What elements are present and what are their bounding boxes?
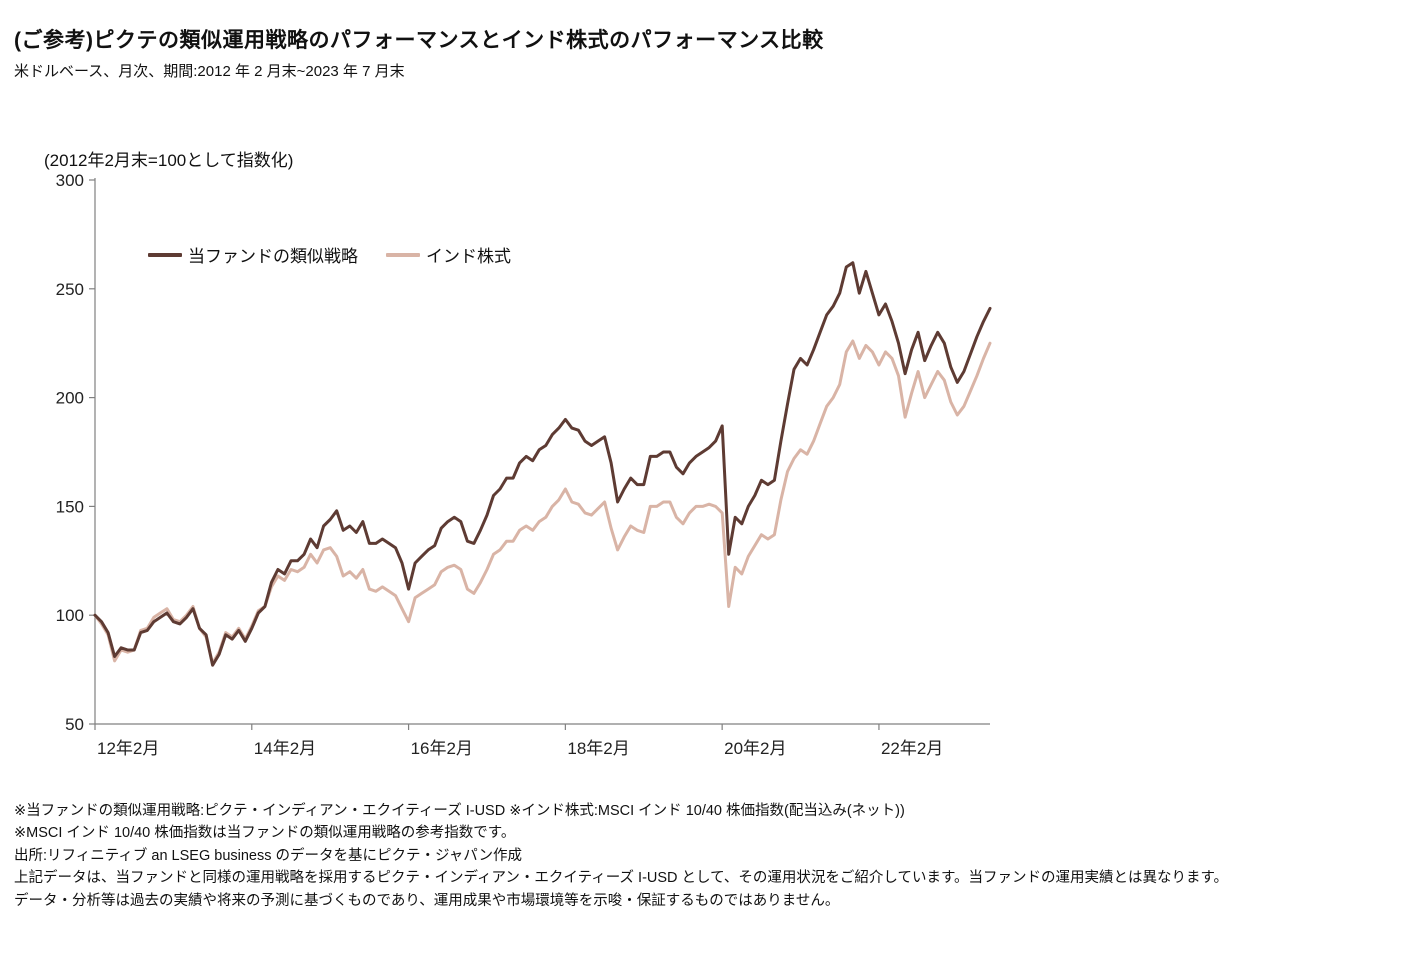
svg-text:250: 250 — [56, 280, 84, 299]
chart-legend: 当ファンドの類似戦略 インド株式 — [148, 242, 511, 267]
legend-label-india: インド株式 — [426, 247, 511, 266]
footnote-4: 上記データは、当ファンドと同様の運用戦略を採用するピクテ・インディアン・エクイテ… — [14, 870, 1229, 887]
svg-text:16年2月: 16年2月 — [411, 739, 473, 758]
legend-swatch-india — [386, 252, 420, 257]
legend-item-india: インド株式 — [386, 242, 511, 267]
footnote-3: 出所:リフィニティブ an LSEG business のデータを基にピクテ・ジ… — [14, 847, 523, 864]
footnote-5: データ・分析等は過去の実績や将来の予測に基づくものであり、運用成果や市場環境等を… — [14, 892, 840, 909]
svg-text:18年2月: 18年2月 — [567, 739, 629, 758]
legend-item-strategy: 当ファンドの類似戦略 — [148, 242, 358, 267]
svg-text:50: 50 — [65, 715, 84, 734]
page-subtitle: 米ドルベース、月次、期間:2012 年 2 月末~2023 年 7 月末 — [14, 63, 405, 80]
svg-text:300: 300 — [56, 171, 84, 190]
svg-text:14年2月: 14年2月 — [254, 739, 316, 758]
svg-text:150: 150 — [56, 497, 84, 516]
svg-text:12年2月: 12年2月 — [97, 739, 159, 758]
svg-text:20年2月: 20年2月 — [724, 739, 786, 758]
svg-text:200: 200 — [56, 389, 84, 408]
page-title: (ご参考)ピクテの類似運用戦略のパフォーマンスとインド株式のパフォーマンス比較 — [14, 29, 824, 52]
footnote-2: ※MSCI インド 10/40 株価指数は当ファンドの類似運用戦略の参考指数です… — [14, 825, 516, 842]
svg-text:22年2月: 22年2月 — [881, 739, 943, 758]
axis-note: (2012年2月末=100として指数化) — [44, 151, 294, 170]
performance-line-chart: 50 100 150 200 250 300 12年2月 14年2月 16年2月 18年2月 20年… — [56, 171, 992, 758]
footnote-1: ※当ファンドの類似運用戦略:ピクテ・インディアン・エクイティーズ I-USD ※… — [14, 803, 905, 819]
legend-swatch-strategy — [148, 252, 182, 257]
legend-label-strategy: 当ファンドの類似戦略 — [188, 247, 358, 266]
svg-text:100: 100 — [56, 606, 84, 625]
footnotes: ※当ファンドの類似運用戦略:ピクテ・インディアン・エクイティーズ I-USD ※… — [14, 800, 1406, 912]
